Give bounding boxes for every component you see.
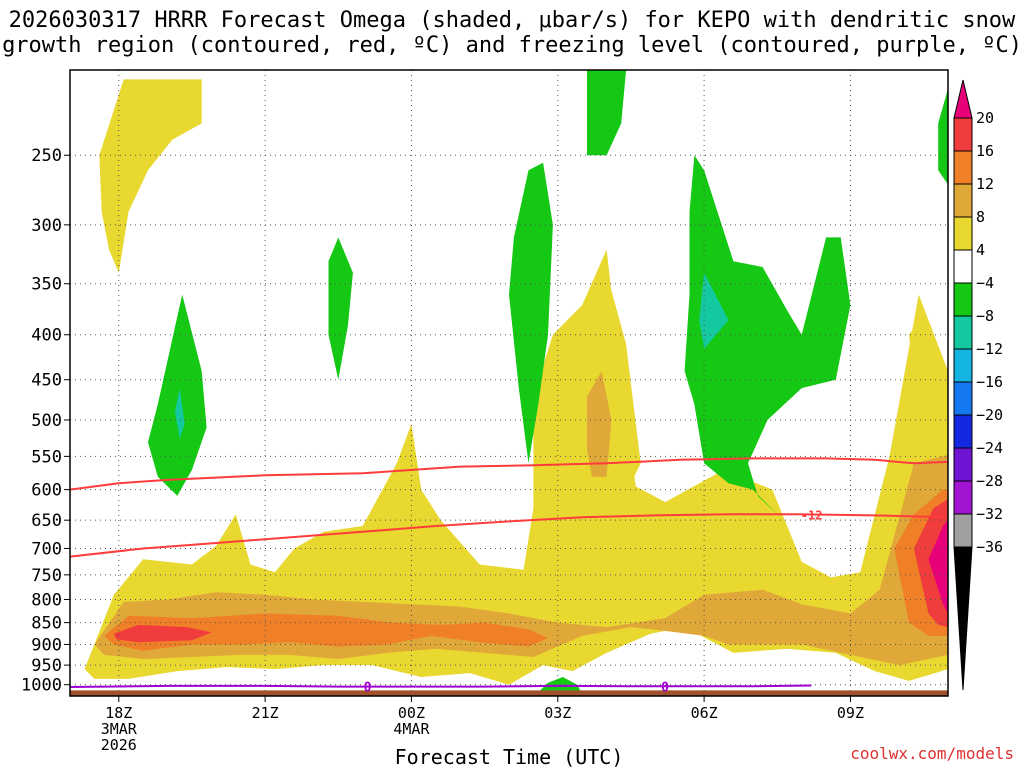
x-tick-label-18Z-0: 18Z — [105, 704, 132, 722]
y-tick-label-400: 400 — [31, 326, 62, 346]
omega-region-downward-motion-left — [148, 294, 207, 496]
x-tick-label-18Z-2: 2026 — [101, 736, 137, 754]
y-tick-label-850: 850 — [31, 614, 62, 634]
colorbar-box-12 — [953, 480, 973, 515]
freezing-level-label-0: 0 — [364, 681, 372, 696]
contour-label-dgz-bottom: -12 — [801, 508, 823, 522]
site-credit: coolwx.com/models — [850, 744, 1014, 763]
y-tick-label-1000: 1000 — [21, 676, 62, 696]
y-tick-label-800: 800 — [31, 590, 62, 610]
y-tick-label-300: 300 — [31, 216, 62, 236]
omega-region-upper-left-upward-motion — [99, 79, 202, 273]
colorbar-box-3 — [953, 183, 973, 218]
y-tick-label-550: 550 — [31, 447, 62, 467]
colorbar-box-10 — [953, 414, 973, 449]
plot-frame — [69, 69, 949, 697]
omega-region-low-level-upward-motion — [84, 249, 948, 685]
omega-region-downward-motion-column — [509, 162, 553, 464]
x-tick-label-00Z-1: 4MAR — [393, 720, 430, 738]
omega-region-mid-level-core — [587, 371, 612, 477]
contour-freezing-level — [70, 684, 812, 688]
colorbar-label-1: 16 — [976, 142, 994, 160]
colorbar-label-2: 12 — [976, 175, 994, 193]
x-tick-label-03Z-0: 03Z — [544, 704, 571, 722]
omega-region-downward-motion-large-core — [699, 272, 729, 349]
colorbar-box-11 — [953, 447, 973, 482]
colorbar-label-8: −16 — [976, 373, 1003, 391]
terrain-strip — [70, 690, 948, 696]
x-tick-label-18Z-1: 3MAR — [101, 720, 138, 738]
colorbar-label-10: −24 — [976, 439, 1003, 457]
x-tick-label-06Z-0: 06Z — [691, 704, 718, 722]
colorbar-box-5 — [953, 249, 973, 284]
contour-dgz-top — [70, 457, 948, 491]
colorbar-label-5: −4 — [976, 274, 994, 292]
colorbar-label-0: 20 — [976, 109, 994, 127]
y-tick-label-650: 650 — [31, 511, 62, 531]
colorbar-box-4 — [953, 216, 973, 251]
colorbar-box-8 — [953, 348, 973, 383]
contour-dgz-bottom — [70, 513, 948, 558]
colorbar-label-11: −28 — [976, 472, 1003, 490]
y-tick-label-350: 350 — [31, 275, 62, 295]
colorbar-label-3: 8 — [976, 208, 985, 226]
omega-region-low-level-max-upward-motion — [113, 624, 212, 643]
omega-region-downward-motion-corner — [938, 88, 948, 185]
omega-region-mid-level-upward-motion — [567, 272, 641, 490]
colorbar-label-7: −12 — [976, 340, 1003, 358]
omega-region-upper-right-upward-motion — [909, 315, 948, 397]
omega-region-downward-motion-small — [328, 237, 353, 380]
colorbar-label-13: −36 — [976, 538, 1003, 556]
colorbar-box-7 — [953, 315, 973, 350]
colorbar-label-12: −32 — [976, 505, 1003, 523]
omega-region-downward-motion-left-core — [174, 388, 185, 439]
colorbar-box-2 — [953, 150, 973, 185]
y-tick-label-750: 750 — [31, 566, 62, 586]
omega-region-downward-motion-top — [587, 70, 627, 156]
freezing-level-label-1: 0 — [661, 681, 669, 696]
y-tick-label-950: 950 — [31, 656, 62, 676]
colorbar-top-arrow — [953, 79, 973, 119]
y-tick-label-700: 700 — [31, 539, 62, 559]
colorbar-box-13 — [953, 513, 973, 548]
x-axis-title: Forecast Time (UTC) — [395, 745, 624, 768]
x-tick-label-00Z-0: 00Z — [398, 704, 425, 722]
y-tick-label-600: 600 — [31, 481, 62, 501]
chart-title-line-2: growth region (contoured, red, ºC) and f… — [2, 33, 1022, 58]
omega-region-low-level-moderate-upward-motion — [94, 455, 948, 666]
x-tick-label-09Z-0: 09Z — [837, 704, 864, 722]
y-tick-label-900: 900 — [31, 635, 62, 655]
colorbar-label-4: 4 — [976, 241, 985, 259]
y-tick-label-250: 250 — [31, 146, 62, 166]
colorbar-label-6: −8 — [976, 307, 994, 325]
chart-title-line-1: 2026030317 HRRR Forecast Omega (shaded, … — [8, 8, 1016, 33]
colorbar-box-9 — [953, 381, 973, 416]
omega-region-downward-motion-large — [684, 155, 851, 515]
colorbar-box-1 — [953, 117, 973, 152]
colorbar-label-9: −20 — [976, 406, 1003, 424]
colorbar-box-6 — [953, 282, 973, 317]
colorbar-bottom-arrow — [953, 546, 973, 691]
y-tick-label-450: 450 — [31, 371, 62, 391]
x-tick-label-21Z-0: 21Z — [252, 704, 279, 722]
omega-region-eastern-extreme-core — [928, 520, 948, 614]
y-tick-label-500: 500 — [31, 411, 62, 431]
